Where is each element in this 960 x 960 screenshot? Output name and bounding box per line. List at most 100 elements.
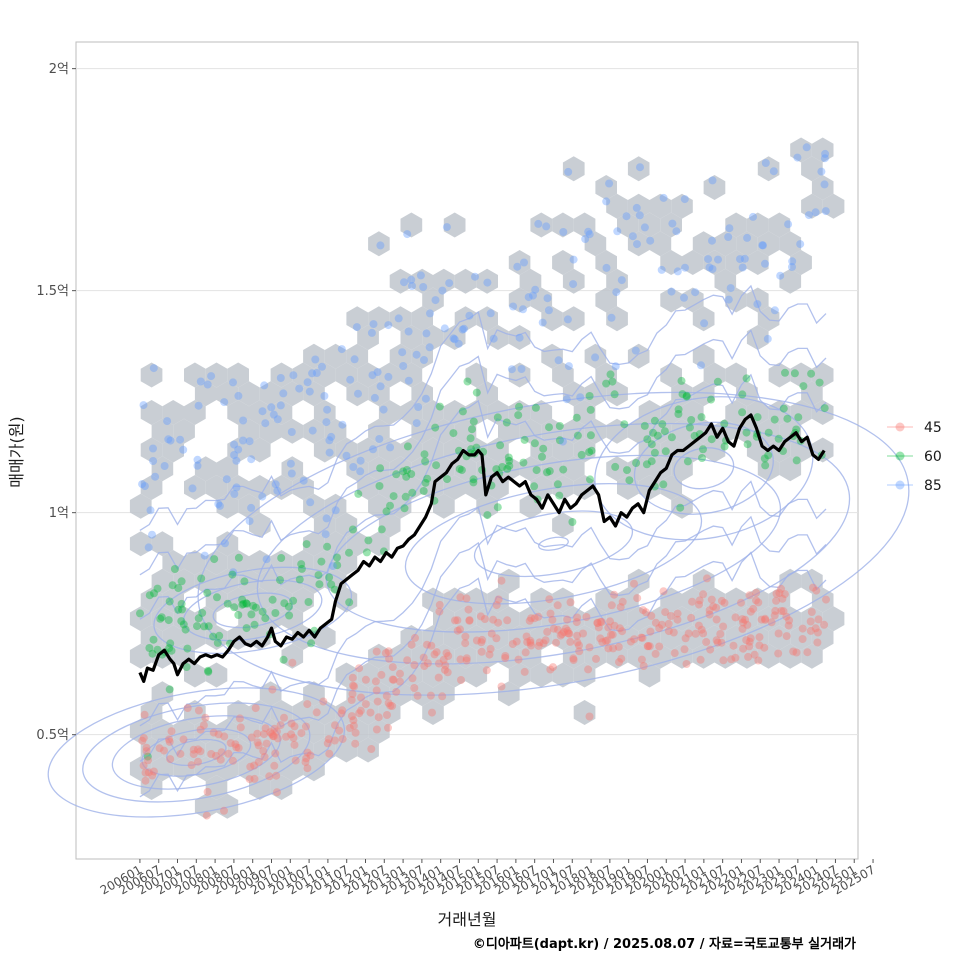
scatter-point — [492, 601, 501, 610]
scatter-point — [234, 553, 243, 562]
scatter-point — [477, 638, 486, 647]
hexbin-cell — [768, 587, 791, 613]
scatter-point — [325, 448, 334, 457]
hexbin-cell — [779, 268, 802, 294]
scatter-point — [369, 320, 378, 329]
scatter-point — [636, 163, 644, 172]
hexbin-cell — [378, 662, 401, 688]
scatter-point — [450, 335, 459, 344]
scatter-point — [401, 492, 410, 501]
hexbin-cell — [530, 437, 553, 463]
hexbin-cell — [649, 193, 672, 219]
scatter-point — [630, 635, 639, 644]
scatter-point — [303, 764, 312, 773]
scatter-point — [643, 642, 652, 651]
scatter-point — [167, 727, 176, 736]
scatter-point — [177, 599, 186, 608]
scatter-point — [604, 623, 613, 632]
scatter-point — [166, 639, 175, 648]
scatter-point — [145, 644, 154, 652]
scatter-point — [456, 593, 465, 602]
scatter-point — [366, 708, 375, 717]
scatter-point — [373, 368, 382, 377]
hexbin-cell — [324, 343, 347, 369]
scatter-point — [267, 730, 276, 739]
scatter-point — [468, 425, 476, 434]
hexbin-cell — [346, 306, 369, 332]
hexbin-cell — [303, 718, 325, 744]
scatter-point — [694, 621, 703, 630]
hexbin-cell — [627, 568, 650, 594]
hexbin-cell — [389, 268, 412, 294]
scatter-point — [280, 713, 288, 722]
hexbin-cell — [573, 212, 596, 238]
scatter-point — [183, 704, 192, 712]
scatter-point — [592, 654, 600, 663]
trend-line — [138, 413, 826, 683]
scatter-point — [585, 448, 594, 457]
scatter-point — [351, 728, 360, 737]
scatter-point — [780, 590, 789, 599]
scatter-point — [318, 362, 326, 371]
scatter-point — [189, 745, 198, 754]
legend: 45 60 85 — [887, 420, 942, 494]
scatter-point — [440, 665, 449, 674]
scatter-point — [431, 296, 440, 305]
hexbin-cell — [811, 400, 834, 425]
scatter-point — [398, 348, 407, 357]
trend-layer — [138, 413, 826, 683]
scatter-point — [144, 543, 153, 552]
scatter-point — [303, 378, 312, 387]
scatter-point — [777, 607, 786, 615]
hexbin-cell — [595, 362, 617, 388]
hexbin-cell — [573, 700, 596, 725]
scatter-point — [174, 605, 183, 614]
scatter-point — [166, 755, 175, 764]
scatter-point — [245, 775, 254, 784]
scatter-point — [673, 609, 682, 618]
hexbin-cell — [433, 606, 455, 632]
hexbin-cell — [671, 606, 693, 632]
hexbin-cell — [227, 437, 249, 463]
x-axis-ticks: 2006012006072007012007072008012008072009… — [98, 859, 878, 898]
scatter-point — [530, 439, 539, 448]
scatter-point — [286, 459, 295, 468]
scatter-point — [157, 613, 166, 622]
hexbin-cell — [714, 643, 737, 669]
scatter-point — [496, 441, 505, 450]
scatter-point — [179, 445, 188, 454]
scatter-point — [738, 615, 747, 624]
scatter-point — [572, 413, 581, 422]
scatter-point — [170, 565, 179, 573]
scatter-point — [553, 601, 562, 610]
scatter-point — [236, 723, 245, 732]
scatter-point — [273, 734, 282, 743]
scatter-point — [602, 197, 611, 206]
hexbin-cell — [216, 756, 239, 782]
scatter-point — [696, 655, 705, 664]
scatter-point — [610, 390, 619, 399]
scatter-point — [707, 595, 716, 604]
scatter-point — [167, 646, 176, 655]
scatter-point — [771, 606, 780, 615]
scatter-point — [779, 607, 788, 616]
scatter-point — [796, 240, 805, 249]
scatter-point — [639, 606, 647, 615]
hexbin-cell — [454, 456, 477, 482]
scatter-point — [477, 647, 486, 656]
scatter-point — [139, 401, 148, 410]
scatter-point — [230, 451, 239, 459]
scatter-point — [793, 153, 802, 162]
scatter-point — [282, 732, 290, 741]
hexbin-cell — [562, 606, 585, 632]
scatter-point — [514, 655, 523, 664]
scatter-point — [509, 302, 518, 311]
hexbin-cell — [270, 700, 293, 725]
scatter-point — [659, 587, 668, 596]
scatter-point — [573, 613, 582, 622]
hexbin-cell — [530, 475, 553, 500]
hexbin-cell — [682, 250, 704, 275]
hexbin-cell — [249, 737, 271, 763]
scatter-point — [165, 644, 174, 653]
scatter-point — [230, 440, 239, 449]
